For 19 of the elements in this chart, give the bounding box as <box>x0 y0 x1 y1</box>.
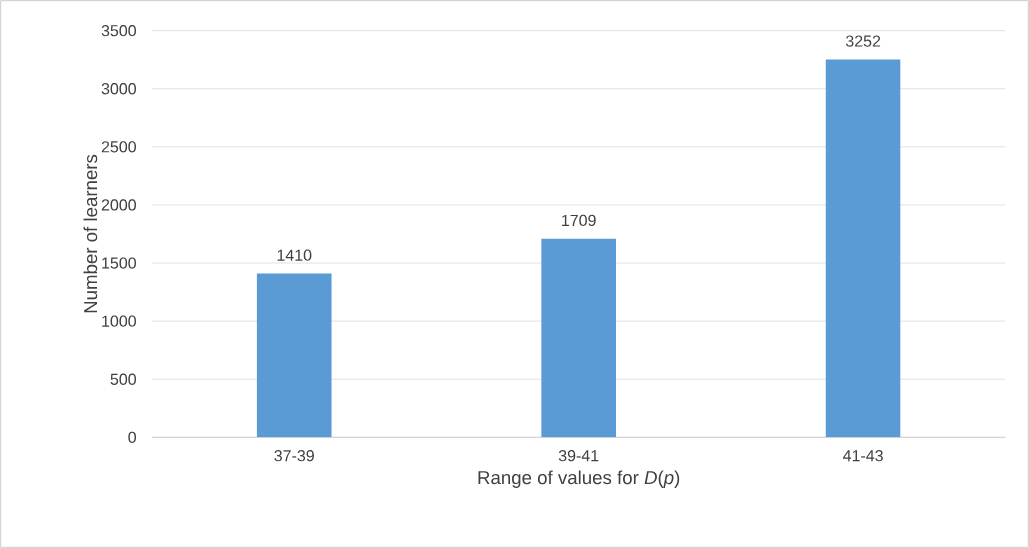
y-tick-label: 2000 <box>101 199 136 211</box>
y-tick-label: 1500 <box>102 257 136 269</box>
x-tick-label: 39-41 <box>558 450 599 462</box>
data-label: 1709 <box>562 214 596 227</box>
y-tick-label: 2500 <box>101 141 136 153</box>
data-label: 3252 <box>845 35 881 47</box>
x-axis-title: Range of values for D(p) <box>478 470 680 488</box>
x-tick-label: 41-43 <box>843 450 883 462</box>
x-tick-label: 37-39 <box>274 450 314 462</box>
y-tick-label: 3000 <box>101 83 136 95</box>
bar <box>825 59 901 438</box>
y-tick-label: 1000 <box>102 315 136 327</box>
bar <box>541 238 616 438</box>
bar <box>256 273 332 438</box>
y-tick-label: 3500 <box>101 25 136 37</box>
data-label: 1410 <box>277 249 312 261</box>
y-tick-label: 500 <box>110 373 137 385</box>
y-tick-label: 0 <box>128 431 137 443</box>
y-axis-title: Number of learners <box>83 154 98 313</box>
